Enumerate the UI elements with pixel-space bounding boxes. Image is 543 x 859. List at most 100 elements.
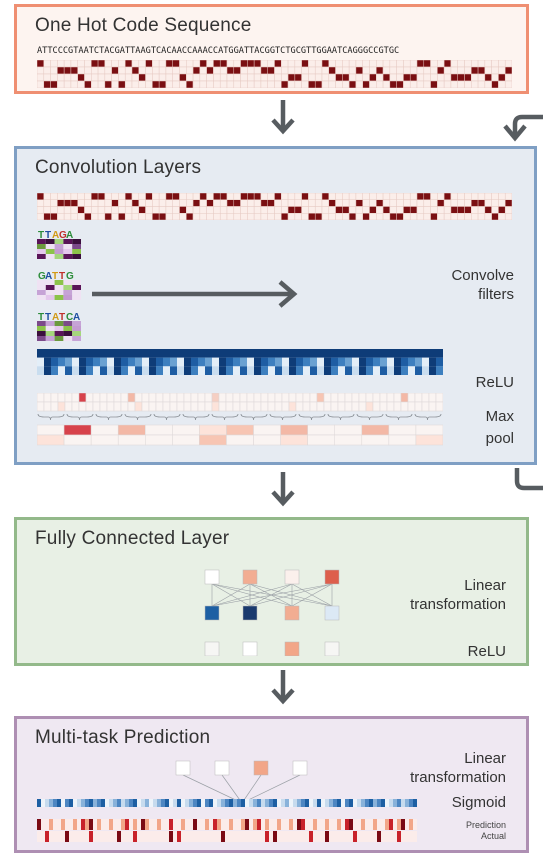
relu-cell — [93, 357, 100, 367]
onehot-cell — [369, 73, 377, 82]
pool-brace — [414, 413, 442, 421]
maxpool-output-cell — [280, 424, 308, 436]
onehot-cell — [247, 213, 255, 220]
sigmoid-cell — [349, 799, 353, 807]
prediction-cell — [317, 819, 321, 830]
onehot-cell — [274, 66, 282, 75]
onehot-cell — [484, 60, 492, 68]
relu-cell — [247, 357, 254, 367]
relu-cell — [44, 366, 51, 375]
prediction-cell — [161, 819, 165, 830]
onehot-cell — [199, 213, 207, 220]
actual-cell — [85, 831, 89, 842]
onehot-cell — [43, 206, 51, 214]
relu-cell — [149, 349, 156, 358]
relu-cell — [65, 349, 72, 358]
relu-cell — [58, 366, 65, 375]
onehot-cell — [158, 199, 167, 207]
maxpool-output-cell — [37, 424, 65, 436]
onehot-cell — [321, 213, 330, 220]
prediction-cell — [85, 819, 89, 830]
maxpool-input-cell — [99, 393, 108, 403]
relu-cell — [296, 357, 303, 367]
pool-brace — [211, 413, 239, 421]
prediction-cell — [285, 819, 289, 830]
relu-cell — [233, 366, 240, 375]
onehot-cell — [206, 60, 214, 68]
onehot-cell — [314, 213, 323, 220]
motif-letter: T — [52, 271, 58, 282]
relu-cell — [275, 357, 282, 367]
sigmoid-cell — [109, 799, 113, 807]
maxpool-input-cell — [407, 401, 416, 412]
relu-cell — [380, 366, 387, 375]
onehot-cell — [226, 213, 235, 220]
onehot-cell — [301, 60, 309, 68]
onehot-cell — [464, 60, 472, 68]
relu-cell — [72, 357, 79, 367]
fc-input-node — [242, 569, 258, 585]
relu-cell — [324, 366, 331, 375]
sigmoid-cell — [293, 799, 297, 807]
onehot-cell — [91, 73, 99, 82]
onehot-cell — [57, 206, 65, 214]
maxpool-input-cell — [134, 393, 143, 403]
maxpool-output-cell — [172, 424, 200, 436]
onehot-cell — [219, 80, 228, 88]
actual-cell — [157, 831, 161, 842]
onehot-cell — [423, 80, 431, 88]
maxpool-input-cell — [414, 401, 423, 412]
relu-cell — [380, 357, 387, 367]
relu-cell — [233, 349, 240, 358]
onehot-cell — [362, 199, 370, 207]
prediction-cell — [81, 819, 85, 830]
onehot-cell — [382, 66, 391, 75]
onehot-cell — [294, 193, 302, 200]
motif-cell — [37, 249, 46, 254]
sigmoid-cell — [305, 799, 309, 807]
onehot-cell — [70, 206, 78, 214]
sigmoid-cell — [189, 799, 193, 807]
onehot-cell — [281, 213, 289, 220]
actual-cell — [237, 831, 241, 842]
actual-cell — [97, 831, 101, 842]
maxpool-input-cell — [190, 393, 199, 403]
relu-cell — [261, 349, 268, 358]
prediction-cell — [73, 819, 77, 830]
onehot-cell — [240, 213, 248, 220]
relu-cell — [429, 349, 436, 358]
onehot-cell — [145, 199, 153, 207]
actual-cell — [357, 831, 361, 842]
sigmoid-cell — [193, 799, 197, 807]
onehot-cell — [287, 206, 296, 214]
onehot-cell — [355, 80, 363, 88]
sigmoid-cell — [389, 799, 393, 807]
onehot-cell — [450, 199, 458, 207]
onehot-cell — [342, 213, 350, 220]
motif-cell — [63, 326, 73, 331]
onehot-cell — [43, 60, 51, 68]
onehot-cell — [50, 80, 58, 88]
onehot-cell — [260, 199, 268, 207]
relu-cell — [128, 349, 135, 358]
onehot-cell — [37, 213, 45, 220]
onehot-cell — [450, 60, 458, 68]
onehot-cell — [443, 213, 452, 220]
prediction-cell — [265, 819, 269, 830]
relu-cell — [394, 357, 401, 367]
onehot-cell — [443, 199, 452, 207]
relu-cell — [324, 357, 331, 367]
onehot-panel: One Hot Code Sequence ATTCCCGTAATCTACGAT… — [14, 4, 529, 94]
onehot-cell — [186, 80, 194, 88]
relu-cell — [114, 349, 121, 358]
onehot-cell — [111, 73, 119, 82]
onehot-cell — [165, 73, 173, 82]
actual-cell — [113, 831, 117, 842]
onehot-cell — [253, 193, 262, 200]
onehot-cell — [240, 60, 248, 68]
onehot-cell — [504, 60, 512, 68]
relu-cell — [58, 349, 65, 358]
onehot-cell — [504, 73, 512, 82]
prediction-cell — [277, 819, 281, 830]
maxpool-input-cell — [365, 401, 374, 412]
